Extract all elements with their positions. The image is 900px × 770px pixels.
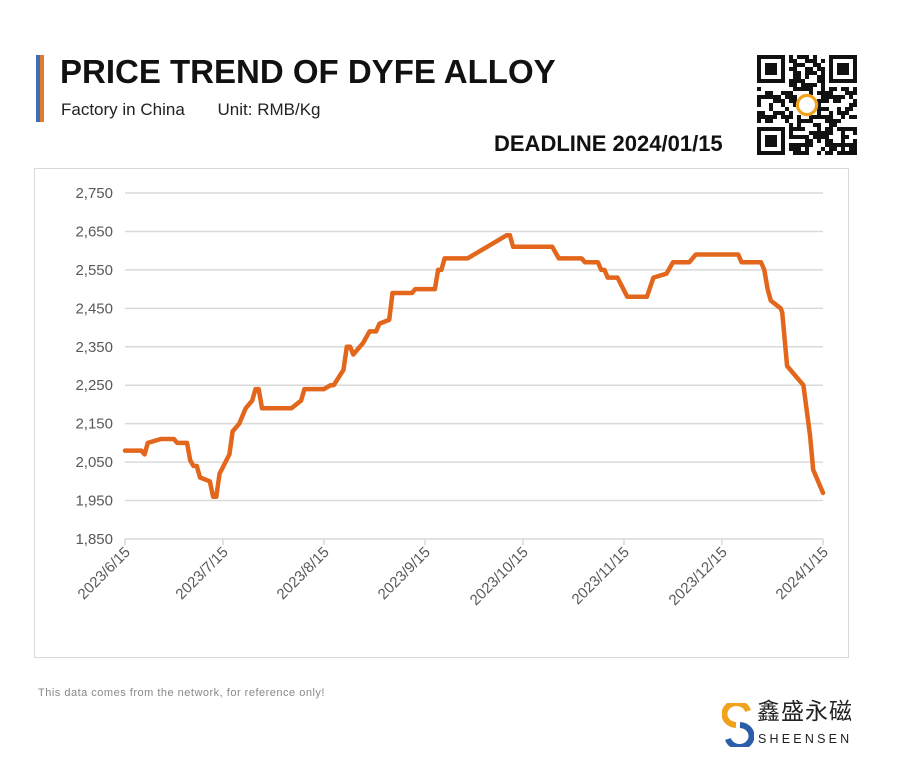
y-tick-label: 2,050 bbox=[75, 454, 113, 471]
qr-code-icon bbox=[757, 55, 857, 155]
factory-label: Factory in China bbox=[61, 100, 185, 119]
x-tick-label: 2024/1/15 bbox=[773, 544, 832, 603]
line-chart: 1,850 1,950 2,050 2,150 2,250 2,350 2,450 2,550… bbox=[75, 185, 832, 609]
y-tick-label: 1,950 bbox=[75, 493, 113, 510]
sheensen-logo: 鑫盛永磁 SHEENSEN bbox=[722, 700, 872, 750]
logo-english-text: SHEENSEN bbox=[758, 732, 853, 746]
subtitle: Factory in China Unit: RMB/Kg bbox=[61, 100, 349, 120]
x-tick-label: 2023/7/15 bbox=[172, 544, 231, 603]
price-series-line bbox=[122, 233, 826, 499]
logo-chinese-text: 鑫盛永磁 bbox=[757, 699, 853, 725]
y-tick-label: 2,550 bbox=[75, 262, 113, 279]
chart-title: PRICE TREND OF DYFE ALLOY bbox=[60, 53, 556, 90]
sheensen-s-icon bbox=[722, 703, 754, 747]
y-tick-label: 2,750 bbox=[75, 185, 113, 202]
x-tick-label: 2023/6/15 bbox=[75, 544, 134, 603]
x-tick-label: 2023/10/15 bbox=[467, 544, 532, 609]
footnote: This data comes from the network, for re… bbox=[38, 687, 325, 699]
y-tick-label: 2,150 bbox=[75, 416, 113, 433]
y-tick-label: 2,350 bbox=[75, 339, 113, 356]
x-tick-label: 2023/9/15 bbox=[375, 544, 434, 603]
unit-label: Unit: RMB/Kg bbox=[217, 100, 321, 119]
y-tick-label: 1,850 bbox=[75, 531, 113, 548]
chart-frame bbox=[34, 168, 849, 658]
y-tick-label: 2,250 bbox=[75, 377, 113, 394]
deadline-label: DEADLINE 2024/01/15 bbox=[494, 131, 723, 156]
y-tick-label: 2,650 bbox=[75, 223, 113, 240]
x-tick-label: 2023/11/15 bbox=[569, 544, 633, 608]
x-tick-label: 2023/12/15 bbox=[666, 544, 731, 609]
title-accent-bar bbox=[36, 55, 44, 122]
y-tick-label: 2,450 bbox=[75, 300, 113, 317]
x-tick-label: 2023/8/15 bbox=[274, 544, 333, 603]
